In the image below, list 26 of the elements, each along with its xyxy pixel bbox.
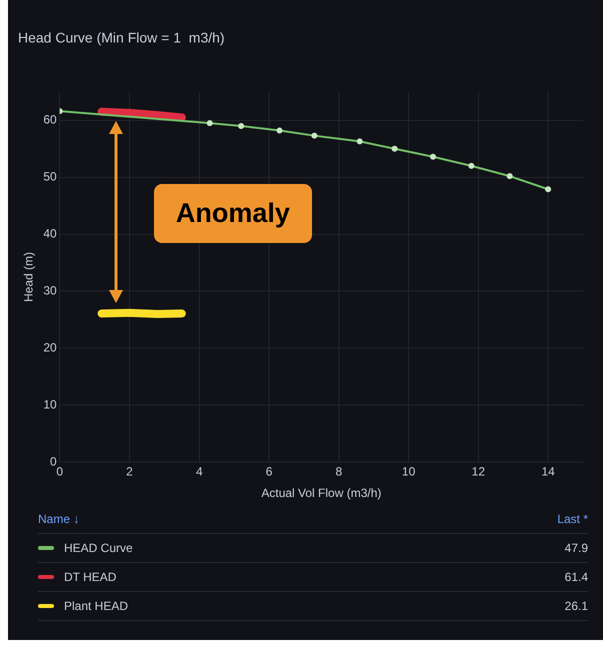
text: Last * (557, 512, 588, 526)
y-axis-title: Head (m) (22, 252, 36, 302)
text: Name ↓ (38, 512, 80, 526)
y-tick-label: 0 (50, 454, 58, 469)
text: 61.4 (564, 570, 588, 584)
y-tick-label: 30 (43, 284, 58, 298)
x-tick-label: 6 (266, 464, 273, 479)
x-tick-label: 10 (402, 464, 416, 479)
x-axis-title: Actual Vol Flow (m3/h) (261, 486, 382, 500)
legend-label: Plant HEAD (64, 599, 130, 613)
y-tick-label: 60 (43, 112, 58, 127)
annotation: Anomaly (154, 184, 312, 244)
x-tick-label: 12 (472, 464, 486, 479)
x-tick-label: 2 (126, 464, 134, 479)
y-tick-label: 50 (43, 170, 58, 184)
chart-title: Head Curve (Min Flow = 1 m3/h) (18, 29, 225, 46)
x-tick-label: 8 (335, 464, 342, 479)
x-tick-label: 14 (541, 464, 556, 479)
legend-label: DT HEAD (64, 570, 118, 584)
x-tick-label: 4 (196, 464, 203, 479)
legend-label: HEAD Curve (64, 541, 134, 555)
y-tick-label: 20 (43, 340, 58, 355)
text: 26.1 (564, 599, 588, 613)
y-tick-label: 40 (43, 226, 58, 241)
text: 47.9 (564, 541, 588, 555)
y-tick-label: 10 (43, 398, 58, 412)
